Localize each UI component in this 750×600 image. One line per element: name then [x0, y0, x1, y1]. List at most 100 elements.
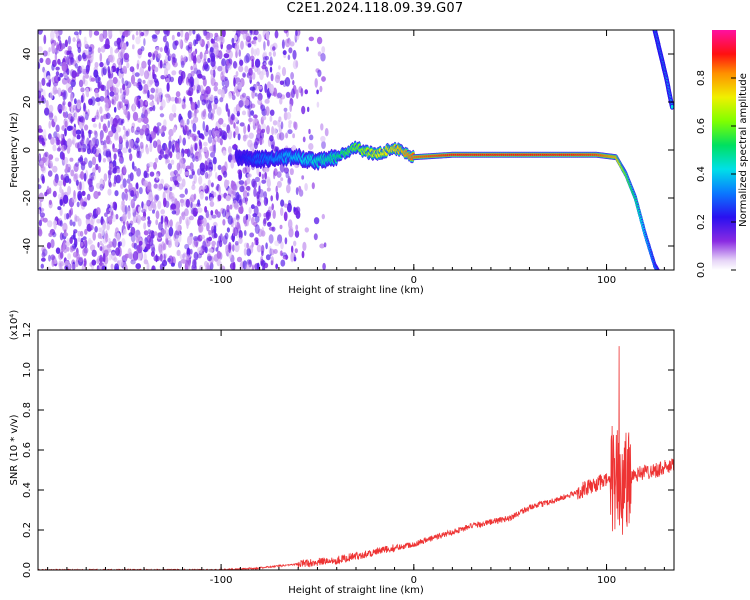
noise-speckle	[50, 38, 54, 45]
noise-speckle	[88, 129, 91, 139]
noise-speckle	[243, 230, 247, 236]
noise-speckle	[251, 178, 256, 188]
noise-speckle	[123, 228, 127, 235]
noise-speckle	[106, 223, 110, 231]
noise-speckle	[203, 30, 208, 36]
noise-speckle	[242, 167, 247, 174]
ridge-segment	[661, 275, 664, 281]
noise-speckle	[321, 76, 326, 82]
noise-speckle	[83, 36, 87, 42]
noise-speckle	[220, 71, 224, 81]
noise-speckle	[83, 110, 86, 118]
noise-speckle	[72, 128, 77, 138]
noise-speckle	[89, 224, 94, 231]
noise-speckle	[97, 47, 101, 54]
noise-speckle	[133, 166, 137, 172]
noise-speckle	[87, 59, 91, 69]
noise-speckle	[116, 232, 121, 242]
noise-speckle	[77, 65, 82, 74]
ridge-segment	[663, 280, 666, 283]
noise-speckle	[168, 140, 172, 150]
noise-speckle	[94, 226, 98, 233]
noise-speckle	[174, 230, 180, 240]
noise-speckle	[261, 250, 264, 257]
noise-speckle	[128, 182, 133, 192]
noise-speckle	[38, 219, 43, 227]
noise-speckle	[108, 178, 111, 187]
noise-speckle	[154, 30, 159, 34]
noise-speckle	[82, 247, 88, 257]
noise-speckle	[316, 101, 320, 108]
noise-speckle	[202, 217, 207, 227]
noise-speckle	[213, 163, 216, 172]
noise-speckle	[71, 263, 77, 270]
noise-speckle	[77, 54, 82, 62]
noise-speckle	[128, 148, 132, 153]
ridge-segment	[660, 275, 663, 279]
noise-speckle	[100, 218, 105, 224]
noise-speckle	[163, 154, 168, 159]
noise-speckle	[138, 206, 141, 213]
noise-speckle	[213, 85, 218, 92]
noise-speckle	[256, 191, 260, 200]
noise-speckle	[289, 104, 293, 112]
noise-speckle	[44, 151, 49, 157]
noise-speckle	[239, 185, 245, 193]
noise-speckle	[50, 254, 55, 261]
noise-speckle	[152, 209, 155, 214]
noise-speckle	[53, 115, 58, 123]
noise-speckle	[48, 104, 54, 113]
noise-speckle	[216, 106, 222, 116]
noise-speckle	[172, 57, 177, 63]
noise-speckle	[125, 139, 129, 149]
noise-speckle	[55, 124, 60, 133]
noise-speckle	[209, 46, 214, 53]
noise-speckle	[236, 110, 240, 117]
noise-speckle	[46, 75, 51, 81]
noise-speckle	[280, 250, 283, 257]
noise-speckle	[270, 256, 274, 265]
noise-speckle	[112, 148, 118, 153]
ridge-segment	[659, 272, 662, 278]
noise-speckle	[130, 74, 136, 85]
noise-speckle	[219, 36, 225, 45]
noise-speckle	[217, 65, 223, 72]
noise-speckle	[309, 134, 314, 141]
noise-speckle	[160, 178, 165, 185]
noise-speckle	[169, 53, 172, 61]
noise-speckle	[233, 131, 236, 139]
noise-speckle	[235, 71, 239, 77]
noise-speckle	[286, 184, 291, 194]
noise-speckle	[292, 49, 297, 60]
noise-speckle	[76, 38, 81, 44]
noise-speckle	[66, 77, 70, 84]
noise-speckle	[243, 30, 248, 35]
noise-speckle	[100, 115, 104, 123]
noise-speckle	[39, 160, 44, 165]
noise-speckle	[157, 92, 162, 103]
noise-speckle	[136, 214, 141, 225]
noise-speckle	[214, 97, 219, 105]
noise-speckle	[98, 122, 102, 130]
noise-speckle	[163, 119, 167, 127]
noise-speckle	[202, 183, 207, 190]
noise-speckle	[192, 259, 197, 269]
noise-speckle	[279, 224, 283, 230]
noise-speckle	[275, 191, 279, 201]
noise-speckle	[266, 69, 269, 78]
noise-speckle	[102, 158, 106, 163]
noise-speckle	[59, 266, 63, 270]
noise-speckle	[184, 168, 188, 173]
noise-speckle	[38, 95, 42, 105]
noise-speckle	[77, 218, 82, 227]
noise-speckle	[159, 245, 162, 255]
noise-speckle	[198, 223, 204, 233]
noise-speckle	[278, 116, 282, 123]
noise-speckle	[136, 150, 140, 159]
noise-speckle	[93, 190, 99, 200]
noise-speckle	[191, 184, 196, 191]
noise-speckle	[272, 46, 276, 51]
noise-speckle	[46, 242, 52, 249]
noise-speckle	[200, 110, 207, 120]
noise-speckle	[40, 166, 46, 172]
